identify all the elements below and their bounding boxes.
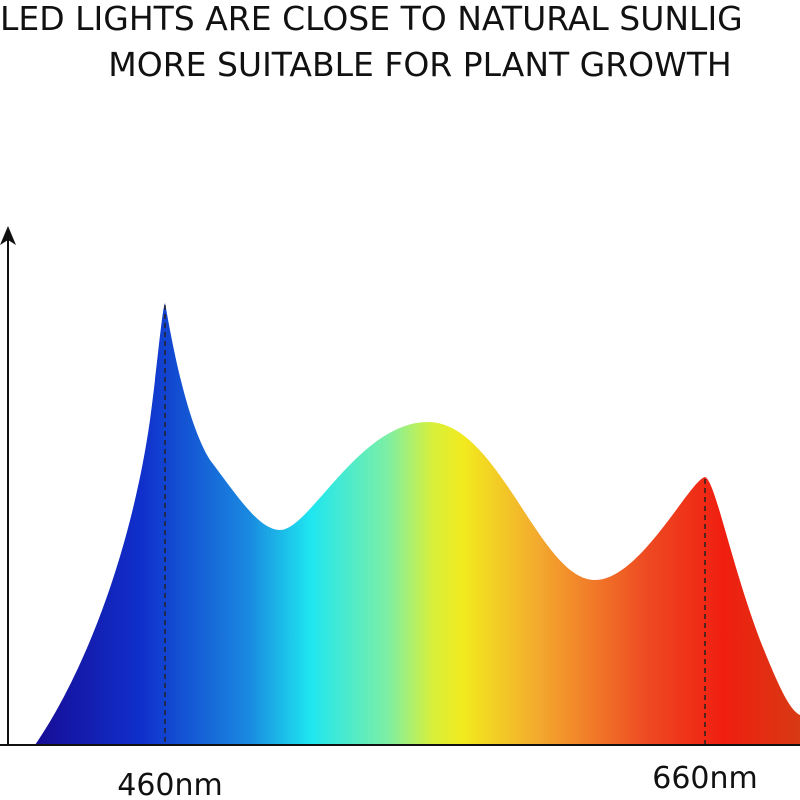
axis-arrow (0, 226, 16, 245)
spectrum-area (35, 303, 800, 745)
wavelength-label: 660nm (652, 761, 758, 796)
title-line: LED LIGHTS ARE CLOSE TO NATURAL SUNLIG (0, 0, 743, 38)
wavelength-label: 460nm (117, 768, 223, 800)
title-line: MORE SUITABLE FOR PLANT GROWTH (108, 45, 732, 84)
